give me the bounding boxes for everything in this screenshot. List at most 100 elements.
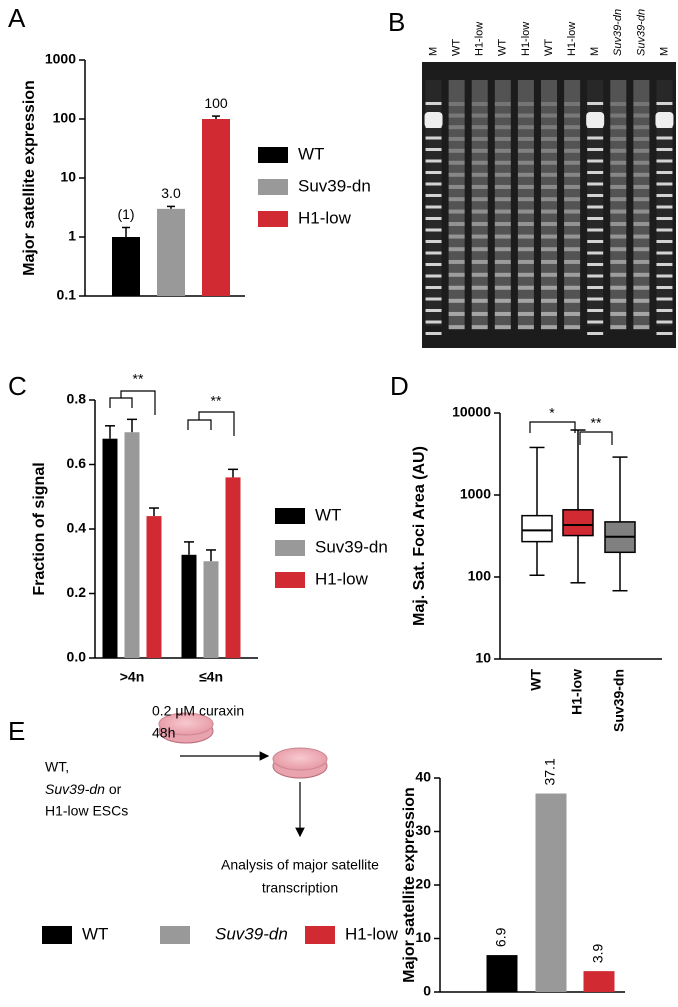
band xyxy=(587,332,604,335)
band xyxy=(471,209,488,214)
legend-swatch xyxy=(42,926,72,944)
lane-label: M xyxy=(589,47,601,56)
band xyxy=(610,285,627,290)
band xyxy=(633,184,650,189)
band xyxy=(633,285,650,290)
band xyxy=(656,251,673,255)
band xyxy=(471,311,488,316)
band xyxy=(471,148,488,153)
readout: transcription xyxy=(262,880,338,896)
y-tick-label: 10 xyxy=(60,169,76,185)
legend-label: H1-low xyxy=(298,208,352,227)
y-tick-label: 0.6 xyxy=(67,455,87,471)
band xyxy=(425,148,442,151)
band xyxy=(656,332,673,335)
band xyxy=(517,184,534,189)
dish xyxy=(272,747,328,771)
band xyxy=(587,171,604,174)
band xyxy=(633,209,650,214)
y-tick-label: 30 xyxy=(415,822,431,838)
value-label: 100 xyxy=(204,95,228,111)
band xyxy=(425,263,442,266)
band xyxy=(448,113,465,118)
band xyxy=(517,247,534,252)
value-label: 6.9 xyxy=(493,927,509,947)
lane-smear xyxy=(633,80,650,326)
dish xyxy=(158,712,214,736)
band xyxy=(541,325,557,330)
band xyxy=(656,182,673,186)
band xyxy=(541,125,557,130)
band xyxy=(656,102,673,105)
band xyxy=(587,263,604,266)
y-tick-label: 0.0 xyxy=(67,649,87,665)
y-tick-label: 20 xyxy=(415,876,431,892)
band xyxy=(425,274,442,278)
band xyxy=(517,311,534,316)
band xyxy=(425,228,442,232)
band xyxy=(541,160,557,165)
cells: H1-low ESCs xyxy=(45,803,128,819)
significance: * xyxy=(549,405,555,421)
band xyxy=(448,234,465,239)
y-tick-label: 100 xyxy=(53,110,77,126)
band xyxy=(448,184,465,189)
band xyxy=(517,222,534,226)
band xyxy=(448,259,465,264)
bar xyxy=(535,793,567,992)
band xyxy=(517,209,534,214)
band xyxy=(494,259,511,264)
band xyxy=(610,298,627,303)
band xyxy=(541,209,557,214)
lane-label: H1-low xyxy=(474,22,486,56)
band xyxy=(656,320,673,324)
significance: ** xyxy=(211,393,222,409)
band xyxy=(656,205,673,209)
band xyxy=(564,102,581,106)
lane-smear xyxy=(517,80,534,326)
band xyxy=(587,240,604,243)
band xyxy=(425,332,442,335)
significance-brackets-d: * ** xyxy=(529,405,613,445)
band xyxy=(471,160,488,165)
band xyxy=(610,272,627,277)
legend-swatch xyxy=(275,540,305,556)
y-axis-label: Major satellite expression xyxy=(21,80,38,276)
band xyxy=(564,184,581,189)
band xyxy=(587,286,604,289)
band xyxy=(425,286,442,289)
band xyxy=(448,125,465,130)
bar xyxy=(583,971,615,992)
band xyxy=(656,148,673,151)
band xyxy=(587,274,604,278)
readout: Analysis of major satellite xyxy=(221,857,379,873)
legend-label: WT xyxy=(82,924,108,943)
y-axis-label: Major satellite expression xyxy=(401,787,418,983)
band xyxy=(471,259,488,264)
value-label: 37.1 xyxy=(542,758,558,785)
band xyxy=(448,298,465,303)
band xyxy=(541,298,557,303)
band xyxy=(448,160,465,165)
bar xyxy=(102,438,118,658)
band xyxy=(564,197,581,202)
band xyxy=(610,160,627,165)
band xyxy=(471,285,488,290)
band xyxy=(564,125,581,130)
band xyxy=(494,136,511,141)
legend-swatch xyxy=(258,147,288,163)
bar xyxy=(486,955,518,992)
legend-label: WT xyxy=(315,505,341,524)
band xyxy=(633,113,650,118)
y-tick-label: 0.8 xyxy=(67,391,87,407)
panel-label: A xyxy=(8,3,26,33)
significance-brackets-c: ** ** xyxy=(109,371,235,436)
band xyxy=(494,102,511,106)
band xyxy=(425,320,442,324)
band xyxy=(471,197,488,202)
legend-swatch xyxy=(258,179,288,195)
band xyxy=(448,209,465,214)
legend-label: WT xyxy=(298,144,324,163)
value-label: 3.0 xyxy=(161,185,181,201)
band xyxy=(494,184,511,189)
